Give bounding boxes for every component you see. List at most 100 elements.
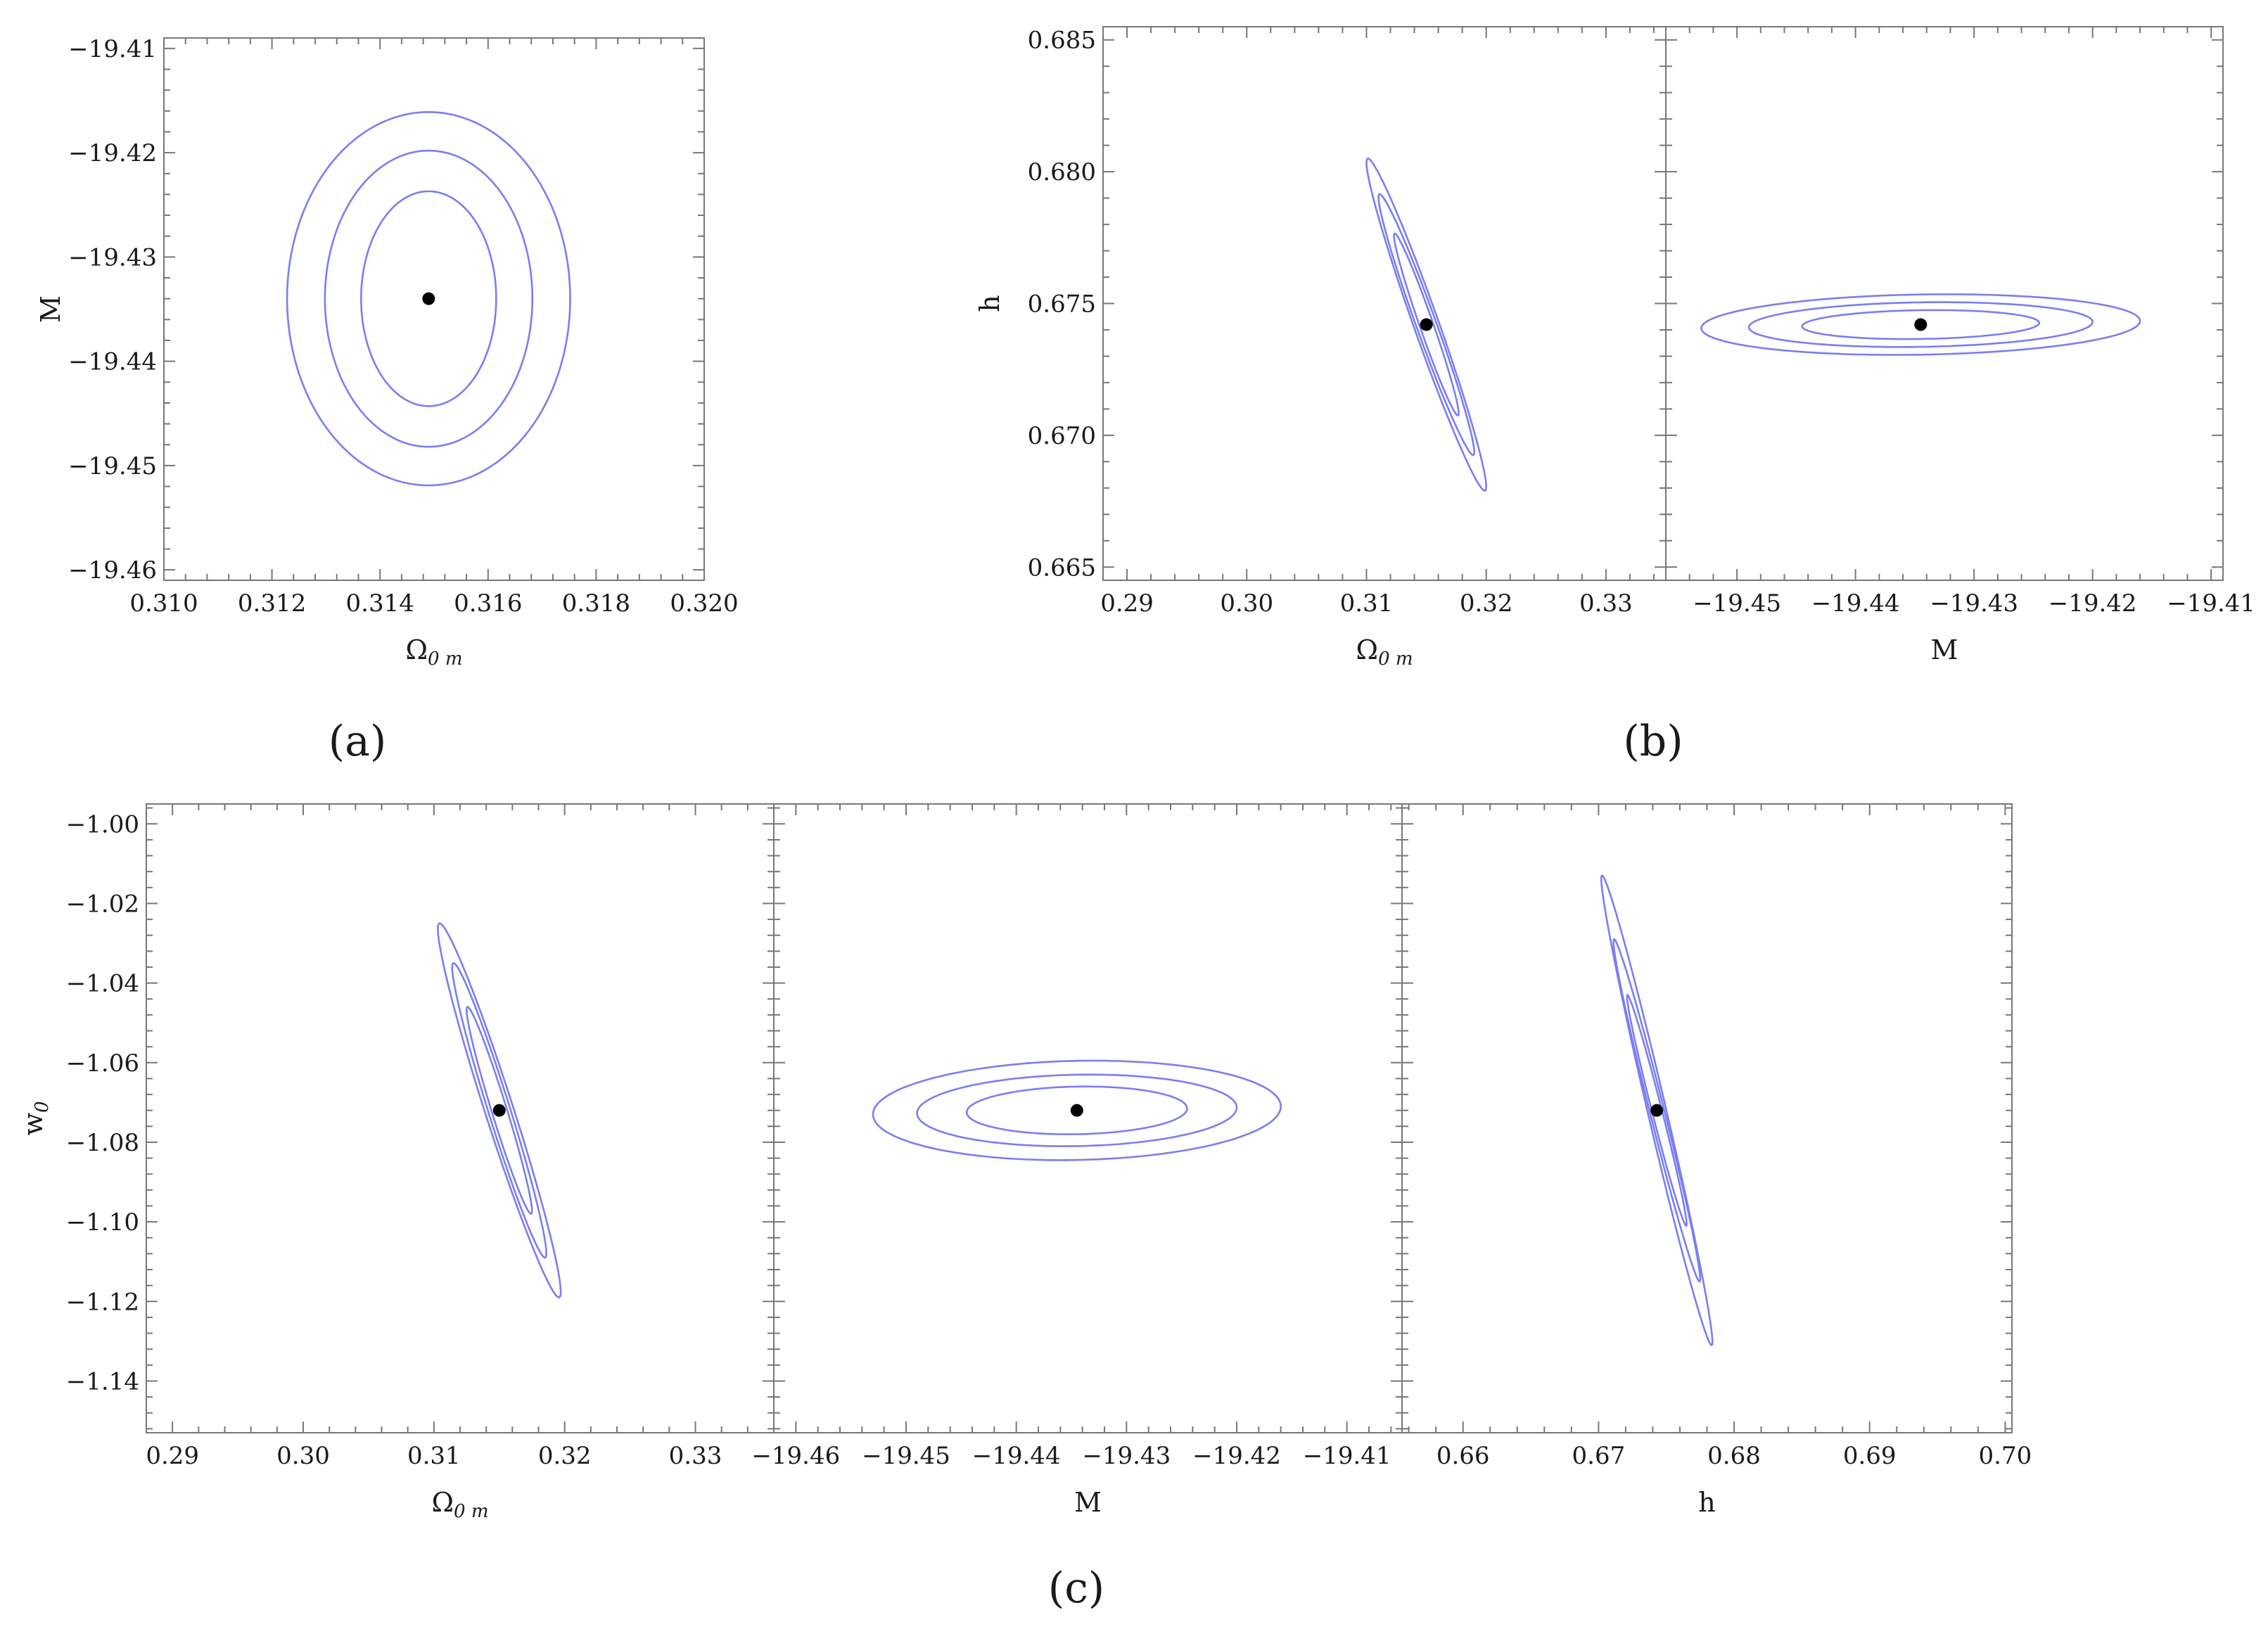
contour-3σ: [1600, 874, 1714, 1346]
y-tick-label: −1.06: [66, 1049, 139, 1078]
y-tick-label: −1.04: [66, 970, 139, 998]
y-axis-label-main: M: [35, 295, 66, 323]
y-tick-label: −19.41: [68, 35, 157, 63]
y-axis-label: w0: [18, 1101, 53, 1135]
x-axis-label-main: M: [1931, 634, 1958, 665]
x-tick-label: 0.32: [1460, 589, 1513, 618]
x-tick-label: −19.41: [1303, 1442, 1391, 1470]
x-tick-label: 0.31: [407, 1442, 461, 1470]
contour-3σ: [1365, 158, 1488, 492]
x-axis-label: M: [1931, 634, 1958, 665]
y-tick-label: −1.12: [66, 1288, 139, 1316]
contour-1σ: [466, 1006, 533, 1215]
subplot-b-M-h: −19.45 −19.44 −19.43 −19.42 −19.41 M: [1665, 26, 2255, 665]
x-tick-label: −19.41: [2167, 589, 2255, 618]
x-tick-label: 0.68: [1707, 1442, 1761, 1470]
subplot-c-h-w0: 0.66 0.67 0.68 0.69 0.70 h: [1401, 803, 2032, 1518]
x-tick-label: 0.70: [1979, 1442, 2032, 1470]
y-tick-label: −19.46: [68, 556, 157, 584]
x-tick-label: −19.42: [1192, 1442, 1281, 1470]
y-tick-label: −19.43: [68, 243, 157, 272]
y-axis-label: M: [35, 295, 66, 323]
subplot-b-Om-h: 0.29 0.30 0.31 0.32 0.33 0.665 0.670 0.675 0.680…: [974, 26, 1667, 670]
contour-3σ: [437, 922, 562, 1298]
y-tick-label: 0.665: [1028, 554, 1096, 582]
y-tick-label: −1.00: [66, 810, 139, 838]
y-axis-label-main: h: [974, 295, 1005, 312]
contour-1σ: [359, 190, 497, 407]
subplot-a-Om-M: 0.310 0.312 0.314 0.316 0.318 0.320 −19.41 −19.…: [35, 35, 739, 670]
x-tick-label: 0.314: [346, 589, 414, 618]
y-tick-label: −1.14: [66, 1367, 139, 1395]
x-tick-label: −19.44: [1811, 589, 1900, 618]
x-tick-label: 0.31: [1340, 589, 1394, 618]
panel-label-b: (b): [1623, 717, 1683, 766]
best-fit-point: [1070, 1104, 1083, 1117]
best-fit-point: [1914, 318, 1928, 331]
contour-2σ: [916, 1073, 1238, 1147]
x-tick-label: 0.29: [146, 1442, 199, 1470]
x-tick-label: −19.44: [972, 1442, 1061, 1470]
y-tick-label: −1.10: [66, 1208, 139, 1237]
x-tick-label: 0.67: [1572, 1442, 1626, 1470]
contour-2σ: [1377, 193, 1476, 456]
contour-2σ: [451, 962, 547, 1259]
y-tick-label: 0.680: [1028, 158, 1096, 186]
contour-1σ: [1801, 309, 2041, 340]
contour-3σ: [286, 110, 571, 487]
x-tick-label: 0.316: [454, 589, 522, 618]
contour-1σ: [1626, 994, 1688, 1227]
subplot-c-M-w0: −19.46 −19.45 −19.44 −19.43 −19.42 −19.41 M: [751, 803, 1403, 1518]
x-tick-label: 0.312: [238, 589, 306, 618]
x-axis-label-main: M: [1074, 1487, 1102, 1518]
best-fit-point: [492, 1104, 506, 1117]
x-axis-label-main: Ω: [406, 634, 428, 665]
contour-3σ: [1700, 293, 2141, 356]
x-tick-label: 0.32: [538, 1442, 592, 1470]
x-tick-label: −19.42: [2049, 589, 2137, 618]
y-axis-label: h: [974, 295, 1005, 312]
y-tick-label: 0.670: [1028, 422, 1096, 450]
x-tick-label: 0.318: [562, 589, 630, 618]
x-axis-label: M: [1074, 1487, 1102, 1518]
x-tick-label: 0.33: [1579, 589, 1633, 618]
x-tick-label: 0.33: [669, 1442, 722, 1470]
contour-2σ: [324, 149, 534, 448]
x-axis-label-main: Ω: [1356, 634, 1379, 665]
x-axis-label-main: h: [1698, 1487, 1715, 1518]
x-axis-label: Ω0 m: [432, 1487, 489, 1522]
best-fit-point: [422, 292, 435, 305]
x-tick-label: 0.29: [1100, 589, 1154, 618]
y-tick-label: 0.685: [1028, 27, 1096, 55]
x-axis-label: h: [1698, 1487, 1715, 1518]
contour-3σ: [872, 1059, 1282, 1161]
y-tick-label: −19.42: [68, 139, 157, 167]
x-tick-label: −19.43: [1930, 589, 2018, 618]
y-axis-label-sub: 0: [32, 1101, 53, 1113]
y-axis-label-main: w: [18, 1113, 49, 1136]
x-tick-label: 0.69: [1843, 1442, 1897, 1470]
x-axis-label: Ω0 m: [1356, 634, 1413, 670]
panel-label-c: (c): [1048, 1564, 1104, 1613]
x-axis-label-sub: 0 m: [1378, 649, 1413, 670]
y-tick-label: −1.08: [66, 1129, 139, 1157]
contour-2σ: [1747, 301, 2094, 348]
contour-1σ: [1393, 232, 1460, 417]
x-axis-label-sub: 0 m: [454, 1501, 488, 1522]
x-tick-label: −19.45: [862, 1442, 950, 1470]
y-tick-label: −1.02: [66, 890, 139, 918]
y-tick-label: −19.45: [68, 452, 157, 480]
contour-1σ: [965, 1085, 1188, 1135]
panel-label-a: (a): [329, 717, 387, 766]
x-tick-label: 0.320: [670, 589, 738, 618]
y-tick-label: 0.675: [1028, 290, 1096, 319]
x-axis-label-sub: 0 m: [428, 649, 462, 670]
x-tick-label: 0.66: [1436, 1442, 1490, 1470]
contour-2σ: [1612, 938, 1702, 1283]
x-tick-label: −19.43: [1082, 1442, 1171, 1470]
best-fit-point: [1650, 1104, 1664, 1117]
y-tick-label: −19.44: [68, 348, 157, 376]
best-fit-point: [1420, 318, 1433, 331]
x-tick-label: 0.310: [129, 589, 198, 618]
